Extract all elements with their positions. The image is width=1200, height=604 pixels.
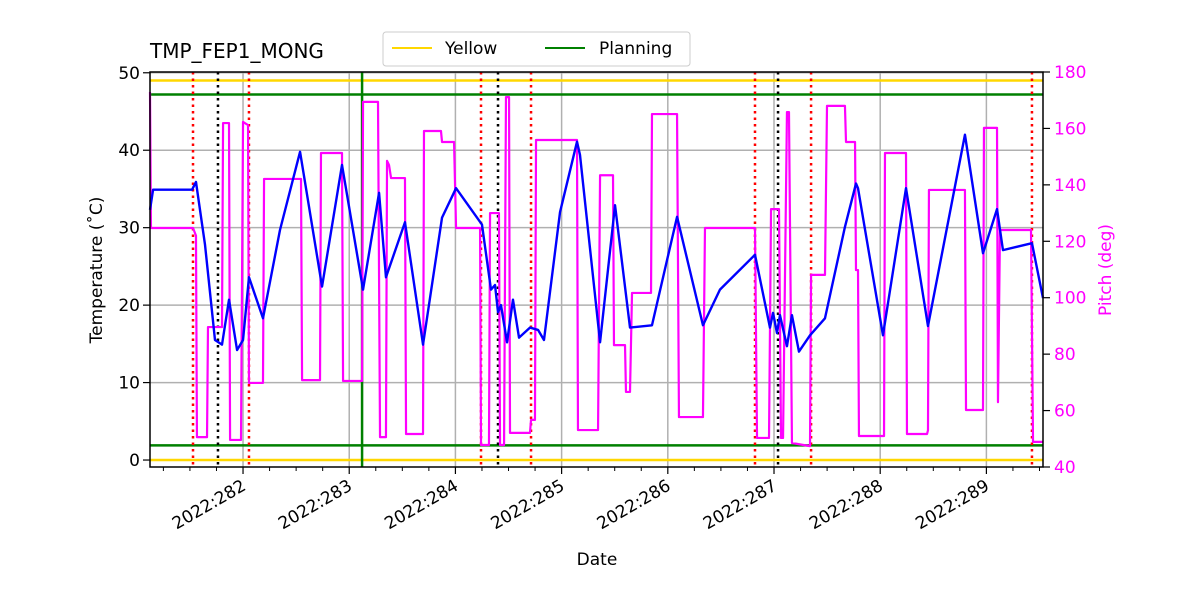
y-tick-label: 10 (118, 374, 140, 394)
y2-tick-label: 80 (1054, 345, 1076, 365)
y-tick-label: 30 (118, 219, 140, 239)
x-tick-label: 2022:287 (700, 476, 781, 534)
x-tick-label: 2022:284 (381, 476, 462, 534)
x-tick-label: 2022:286 (594, 476, 675, 534)
chart-title: TMP_FEP1_MONG (149, 39, 324, 63)
y2-tick-label: 60 (1054, 402, 1076, 422)
temperature-line (148, 133, 1045, 353)
y-tick-label: 40 (118, 141, 140, 161)
y2-tick-label: 40 (1054, 458, 1076, 478)
plot-frame (149, 71, 1044, 468)
y2-axis-label: Pitch (deg) (1096, 224, 1116, 316)
legend-label-planning: Planning (599, 39, 672, 59)
x-tick-label: 2022:285 (488, 476, 569, 534)
reference-lines (150, 72, 1043, 467)
y-axis-label: Temperature (˚C) (86, 197, 107, 345)
y-tick-label: 20 (118, 296, 140, 316)
y2-tick-label: 100 (1054, 289, 1086, 309)
grid (150, 72, 1043, 467)
series (148, 92, 1045, 448)
y2-tick-label: 160 (1054, 119, 1086, 139)
pitch-line (148, 92, 1043, 448)
x-tick-label: 2022:289 (912, 476, 993, 534)
x-tick-label: 2022:282 (169, 476, 250, 534)
x-tick-label: 2022:283 (275, 476, 356, 534)
x-axis-label: Date (577, 550, 618, 570)
y2-tick-label: 120 (1054, 232, 1086, 252)
y2-tick-label: 140 (1054, 176, 1086, 196)
legend-box (382, 31, 691, 67)
legend: Yellow Planning (382, 31, 691, 67)
x-tick-label: 2022:288 (806, 476, 887, 534)
legend-label-yellow: Yellow (444, 39, 497, 59)
y-tick-label: 50 (118, 64, 140, 84)
y2-tick-label: 180 (1054, 63, 1086, 83)
y-tick-label: 0 (129, 451, 140, 471)
